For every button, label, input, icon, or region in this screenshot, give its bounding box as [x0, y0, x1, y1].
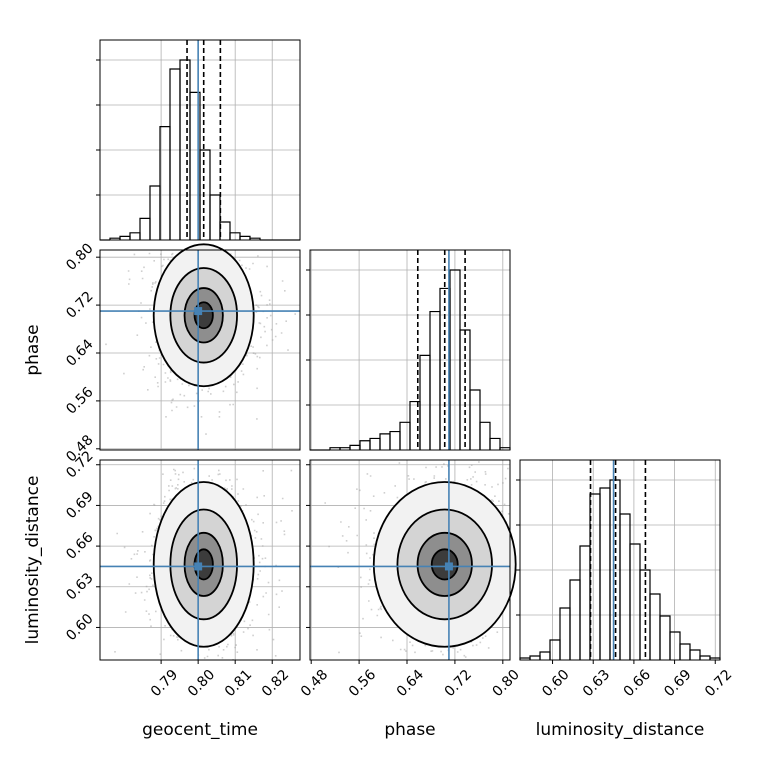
contour-3 — [430, 548, 459, 581]
histogram-bar-luminosity_distance — [659, 615, 671, 660]
histogram-bar-geocent_time — [149, 185, 161, 240]
histogram-panel-luminosity_distance — [516, 459, 721, 661]
x-tick-label-geocent_time: 0.80 — [185, 667, 218, 700]
truth-marker — [444, 562, 453, 571]
contour-2 — [183, 287, 224, 344]
x-tick-label-phase: 0.72 — [442, 667, 475, 700]
histogram-bar-phase — [349, 444, 361, 450]
density-panel-phase-luminosity_distance — [306, 459, 517, 661]
y-tick-label-phase: 0.64 — [63, 336, 96, 369]
x-tick-label-phase: 0.56 — [346, 667, 379, 700]
y-axis-label-luminosity-distance: luminosity_distance — [23, 476, 43, 645]
x-tick-label-luminosity_distance: 0.60 — [539, 667, 572, 700]
histogram-bar-geocent_time — [169, 68, 181, 240]
contour-1 — [169, 267, 238, 364]
density-frame-phase-luminosity_distance — [309, 459, 511, 661]
contour-0 — [372, 481, 517, 648]
contour-0 — [152, 481, 255, 648]
x-tick-label-luminosity_distance: 0.63 — [580, 667, 613, 700]
histogram-bar-luminosity_distance — [629, 543, 641, 660]
histogram-bar-luminosity_distance — [579, 545, 591, 660]
x-axis-label-phase: phase — [384, 720, 435, 740]
x-tick-label-phase: 0.64 — [394, 667, 427, 700]
histogram-bar-phase — [489, 437, 501, 450]
y-axis-label-phase: phase — [23, 324, 43, 375]
contour-3 — [193, 301, 214, 330]
histogram-bar-luminosity_distance — [549, 639, 561, 660]
histogram-bar-luminosity_distance — [619, 513, 631, 660]
x-axis-label-luminosity-distance: luminosity_distance — [536, 720, 705, 740]
density-level-3 — [194, 549, 213, 580]
histogram-bar-luminosity_distance — [679, 643, 691, 660]
density-frame-geocent_time-phase — [99, 249, 301, 451]
histogram-bar-phase — [369, 437, 381, 450]
density-frame-geocent_time-luminosity_distance — [99, 459, 301, 661]
y-tick-label-phase: 0.72 — [63, 288, 96, 321]
sample-points — [324, 461, 510, 658]
histogram-bar-phase — [479, 421, 491, 450]
histogram-bar-geocent_time — [249, 237, 261, 240]
histogram-panel-geocent_time — [96, 39, 301, 241]
histogram-bar-geocent_time — [129, 232, 141, 240]
y-tick-label-luminosity_distance: 0.60 — [63, 611, 96, 644]
histogram-panel-phase — [306, 249, 511, 451]
histogram-bar-luminosity_distance — [559, 607, 571, 660]
y-tick-label-phase: 0.56 — [63, 384, 96, 417]
density-panel-geocent_time-luminosity_distance — [99, 459, 301, 661]
x-tick-label-luminosity_distance: 0.72 — [702, 667, 735, 700]
histogram-bar-geocent_time — [239, 235, 251, 240]
density-level-3 — [431, 549, 458, 580]
histogram-bar-phase — [399, 421, 411, 450]
histogram-bar-luminosity_distance — [529, 655, 541, 660]
contour-1 — [169, 508, 238, 621]
x-tick-label-geocent_time: 0.82 — [259, 667, 292, 700]
y-tick-label-luminosity_distance: 0.66 — [63, 529, 96, 562]
histogram-frame-luminosity_distance — [519, 459, 721, 661]
histogram-bar-luminosity_distance — [669, 631, 681, 660]
x-tick-label-phase: 0.80 — [490, 667, 523, 700]
histogram-bar-luminosity_distance — [569, 579, 581, 660]
contour-2 — [416, 531, 473, 597]
density-panel-geocent_time-phase — [99, 243, 301, 451]
histogram-bar-luminosity_distance — [699, 655, 711, 660]
x-tick-label-geocent_time: 0.81 — [222, 667, 255, 700]
histogram-bar-geocent_time — [139, 217, 151, 240]
histogram-bar-phase — [419, 354, 431, 450]
y-tick-label-phase: 0.80 — [63, 241, 96, 274]
x-tick-label-luminosity_distance: 0.69 — [661, 667, 694, 700]
histogram-bar-geocent_time — [219, 221, 231, 240]
x-tick-label-luminosity_distance: 0.66 — [621, 667, 654, 700]
y-tick-label-luminosity_distance: 0.63 — [63, 570, 96, 603]
histogram-bar-phase — [469, 389, 481, 450]
contour-2 — [183, 531, 224, 597]
histogram-bar-luminosity_distance — [599, 487, 611, 660]
histogram-bar-phase — [389, 430, 401, 450]
x-tick-label-geocent_time: 0.79 — [148, 667, 181, 700]
x-tick-label-phase: 0.48 — [298, 667, 331, 700]
histogram-bar-luminosity_distance — [649, 593, 661, 660]
y-tick-label-luminosity_distance: 0.69 — [63, 489, 96, 522]
histogram-bar-phase — [429, 310, 441, 450]
histogram-bar-geocent_time — [209, 194, 221, 240]
histogram-bar-phase — [359, 440, 371, 450]
histogram-frame-phase — [309, 249, 511, 451]
histogram-bar-luminosity_distance — [589, 493, 601, 660]
histogram-bar-phase — [379, 433, 391, 450]
histogram-bar-luminosity_distance — [539, 651, 551, 660]
histogram-bar-geocent_time — [119, 235, 131, 240]
truth-marker — [194, 307, 203, 316]
contour-0 — [152, 243, 255, 388]
histogram-frame-geocent_time — [99, 39, 301, 241]
truth-marker — [194, 562, 203, 571]
contour-1 — [396, 508, 493, 621]
histogram-bar-luminosity_distance — [689, 649, 701, 660]
x-axis-label-geocent-time: geocent_time — [142, 720, 258, 740]
